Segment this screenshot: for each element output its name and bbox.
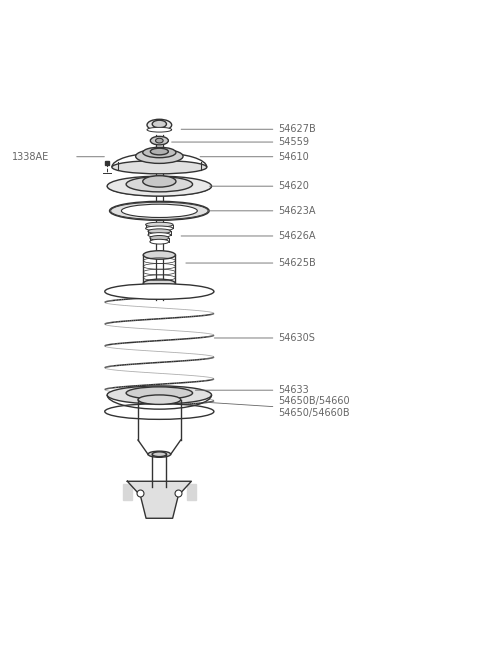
Ellipse shape <box>109 201 209 220</box>
Text: 54610: 54610 <box>278 152 309 162</box>
Ellipse shape <box>126 387 192 399</box>
Text: 54650B/54660
54650/54660B: 54650B/54660 54650/54660B <box>278 396 349 418</box>
Polygon shape <box>122 484 132 500</box>
Ellipse shape <box>150 148 168 155</box>
Text: 54559: 54559 <box>278 137 309 147</box>
Ellipse shape <box>105 284 214 300</box>
Ellipse shape <box>148 229 171 234</box>
Ellipse shape <box>147 127 172 132</box>
Ellipse shape <box>107 176 212 196</box>
Text: 1338AE: 1338AE <box>12 152 49 162</box>
Ellipse shape <box>150 137 168 145</box>
Ellipse shape <box>126 177 192 192</box>
Text: 54633: 54633 <box>278 385 309 395</box>
Ellipse shape <box>143 251 176 260</box>
Ellipse shape <box>148 451 171 457</box>
Ellipse shape <box>150 239 169 244</box>
Text: 54625B: 54625B <box>278 258 316 268</box>
Ellipse shape <box>105 403 214 419</box>
Ellipse shape <box>107 386 212 404</box>
Ellipse shape <box>152 452 167 457</box>
Text: 54620: 54620 <box>278 181 309 191</box>
Ellipse shape <box>143 147 176 158</box>
Ellipse shape <box>112 160 207 174</box>
Ellipse shape <box>143 175 176 187</box>
Ellipse shape <box>156 138 163 143</box>
Text: 54630S: 54630S <box>278 333 315 343</box>
Ellipse shape <box>147 120 172 131</box>
Text: 54623A: 54623A <box>278 206 315 216</box>
Ellipse shape <box>148 233 171 237</box>
Ellipse shape <box>138 395 180 405</box>
Ellipse shape <box>121 204 197 217</box>
Ellipse shape <box>145 222 173 227</box>
Ellipse shape <box>145 226 173 231</box>
Text: 54626A: 54626A <box>278 231 315 241</box>
Ellipse shape <box>136 149 183 164</box>
Ellipse shape <box>143 279 176 288</box>
Polygon shape <box>187 484 196 500</box>
Ellipse shape <box>152 120 167 128</box>
Polygon shape <box>127 482 192 518</box>
Text: 54627B: 54627B <box>278 124 316 134</box>
Ellipse shape <box>150 235 169 240</box>
